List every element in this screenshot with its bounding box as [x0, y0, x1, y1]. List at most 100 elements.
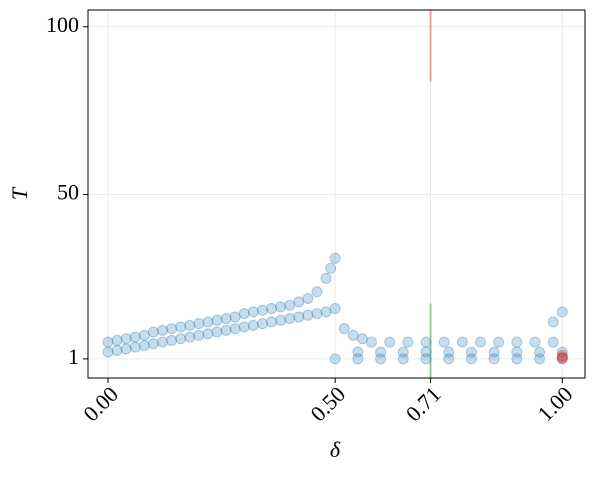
point: [443, 346, 455, 358]
point: [556, 346, 568, 358]
x-tick-label: 1.00: [532, 381, 577, 426]
y-tick-label: 1: [68, 344, 79, 369]
point: [352, 346, 364, 358]
point: [220, 313, 232, 325]
x-axis-label: δ: [330, 437, 341, 462]
point: [420, 353, 432, 365]
point: [534, 353, 546, 365]
point: [556, 352, 568, 364]
point: [157, 336, 169, 348]
point: [211, 326, 223, 338]
point: [511, 346, 523, 358]
point: [534, 346, 546, 358]
point: [111, 344, 123, 356]
point: [284, 313, 296, 325]
point: [329, 353, 341, 365]
point: [320, 306, 332, 318]
point: [529, 336, 541, 348]
point: [120, 343, 132, 355]
point: [329, 252, 341, 264]
point: [247, 319, 259, 331]
x-tick-label: 0.71: [401, 381, 446, 426]
point: [493, 336, 505, 348]
point: [102, 336, 114, 348]
point: [175, 333, 187, 345]
point: [247, 306, 259, 318]
point: [556, 351, 568, 363]
point: [211, 314, 223, 326]
point: [202, 328, 214, 340]
point: [102, 346, 114, 358]
point: [456, 336, 468, 348]
plot-frame: [87, 9, 586, 379]
point: [438, 336, 450, 348]
y-tick-label: 50: [57, 180, 79, 205]
point: [547, 316, 559, 328]
point: [266, 303, 278, 315]
point: [547, 336, 559, 348]
point: [147, 326, 159, 338]
point: [229, 323, 241, 335]
point: [443, 353, 455, 365]
point: [129, 331, 141, 343]
point: [465, 346, 477, 358]
y-axis-label: T: [7, 186, 32, 200]
point: [420, 346, 432, 358]
point: [338, 323, 350, 335]
point: [166, 323, 178, 335]
x-tick-label: 0.50: [305, 381, 350, 426]
point: [375, 353, 387, 365]
point: [511, 353, 523, 365]
point: [202, 316, 214, 328]
point: [238, 308, 250, 320]
point: [120, 333, 132, 345]
point: [488, 353, 500, 365]
point: [157, 324, 169, 336]
point: [311, 308, 323, 320]
point: [556, 350, 568, 362]
point: [256, 304, 268, 316]
point: [465, 353, 477, 365]
point: [347, 329, 359, 341]
point: [284, 299, 296, 311]
point: [220, 324, 232, 336]
point: [352, 353, 364, 365]
point: [320, 272, 332, 284]
point: [129, 341, 141, 353]
point: [138, 329, 150, 341]
point: [184, 319, 196, 331]
point: [356, 333, 368, 345]
point: [556, 353, 568, 365]
point: [293, 296, 305, 308]
point: [184, 331, 196, 343]
point: [375, 346, 387, 358]
point: [275, 314, 287, 326]
point: [193, 329, 205, 341]
point: [556, 306, 568, 318]
point: [511, 336, 523, 348]
point: [293, 311, 305, 323]
point: [302, 309, 314, 321]
point: [138, 339, 150, 351]
point: [229, 311, 241, 323]
point: [111, 334, 123, 346]
point: [166, 334, 178, 346]
point: [402, 336, 414, 348]
point: [256, 318, 268, 330]
x-tick-label: 0.00: [78, 381, 123, 426]
point: [329, 303, 341, 315]
point: [193, 318, 205, 330]
point: [488, 346, 500, 358]
point: [275, 301, 287, 313]
point: [302, 292, 314, 304]
point: [311, 286, 323, 298]
point: [325, 262, 337, 274]
y-tick-label: 100: [46, 12, 79, 37]
point: [175, 321, 187, 333]
point: [365, 336, 377, 348]
point: [475, 336, 487, 348]
point: [147, 338, 159, 350]
point: [397, 346, 409, 358]
point: [238, 321, 250, 333]
